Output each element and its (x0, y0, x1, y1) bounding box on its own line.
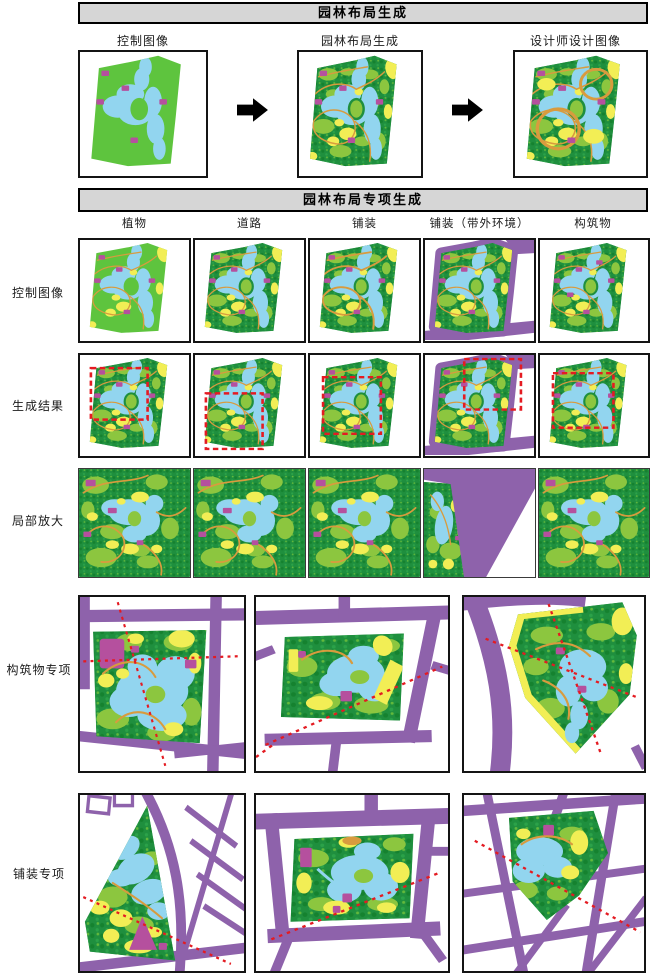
map-zoom-plants (78, 468, 191, 578)
column-label-paving: 铺装 (352, 218, 377, 230)
column-label-plants: 植物 (122, 218, 147, 230)
row-label-paving-special: 铺装专项 (12, 867, 65, 881)
map-paving-case-1 (78, 793, 246, 973)
map-result-roads (193, 353, 306, 458)
map-zoom-roads (193, 468, 306, 578)
map-generated-layout (297, 50, 423, 178)
map-designer-image (513, 50, 648, 178)
label-generated-layout: 园林布局生成 (320, 34, 399, 48)
column-label-paving-env: 铺装（带外环境） (429, 218, 530, 230)
map-paving-case-3 (462, 793, 646, 973)
map-structures-case-2 (254, 595, 450, 773)
map-result-plants (78, 353, 191, 458)
label-designer-image: 设计师设计图像 (529, 34, 621, 48)
map-result-structures (538, 353, 650, 458)
map-paving-case-2 (254, 793, 450, 973)
column-label-roads: 道路 (237, 218, 262, 230)
row-label-control-image: 控制图像 (11, 286, 64, 300)
map-structures-case-3 (462, 595, 646, 773)
flow-arrow (237, 97, 269, 123)
section-header-layout-generation: 园林布局生成 (78, 2, 648, 24)
label-control-image: 控制图像 (116, 34, 169, 48)
map-control-image (78, 50, 208, 178)
map-zoom-structures (538, 468, 650, 578)
map-control-paving (308, 238, 421, 343)
section-header-special-generation: 园林布局专项生成 (78, 188, 648, 212)
map-zoom-paving (308, 468, 421, 578)
right-arrow-icon (237, 98, 268, 122)
map-control-roads (193, 238, 306, 343)
row-label-generated-result: 生成结果 (11, 399, 64, 413)
row-label-local-zoom: 局部放大 (11, 514, 64, 528)
map-control-plants (78, 238, 191, 343)
right-arrow-icon (452, 98, 483, 122)
map-control-structures (538, 238, 650, 343)
map-structures-case-1 (78, 595, 246, 773)
column-label-structures: 构筑物 (574, 218, 612, 230)
row-label-structures-special: 构筑物专项 (6, 663, 72, 677)
map-result-paving-env (423, 353, 536, 458)
map-result-paving (308, 353, 421, 458)
flow-arrow (452, 97, 484, 123)
map-zoom-paving-env (423, 468, 536, 578)
map-control-paving-env (423, 238, 536, 343)
